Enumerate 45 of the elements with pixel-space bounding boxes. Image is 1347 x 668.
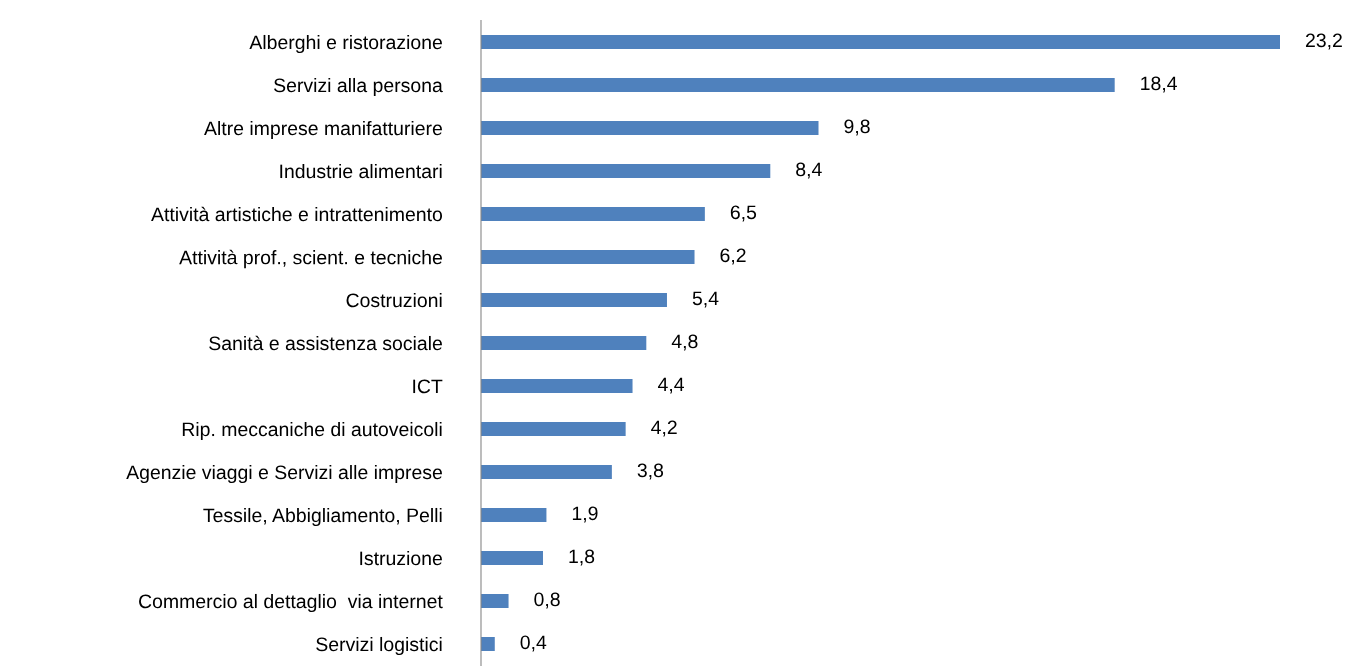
bar <box>481 507 547 523</box>
bar <box>481 34 1280 50</box>
y-tick-label: Istruzione <box>360 550 442 566</box>
data-label: 23,2 <box>1305 33 1342 50</box>
bar <box>481 292 667 308</box>
bar <box>481 249 695 265</box>
y-tick-label: Industrie alimentari <box>280 163 442 179</box>
bar <box>481 464 612 480</box>
bar <box>481 120 819 136</box>
bar <box>481 77 1115 93</box>
data-label: 9,8 <box>844 119 870 136</box>
data-label: 4,8 <box>671 334 698 351</box>
bar <box>481 206 705 222</box>
bar <box>481 163 771 179</box>
y-tick-label: Servizi logistici <box>316 636 442 656</box>
y-tick-label: Altre imprese manifatturiere <box>204 120 442 140</box>
data-label: 1,9 <box>572 506 598 523</box>
data-label: 0,8 <box>534 592 560 609</box>
data-label: 6,5 <box>730 205 757 222</box>
data-label: 8,4 <box>796 162 822 179</box>
y-tick-label: Servizi alla persona <box>274 77 443 97</box>
data-label: 6,2 <box>720 248 746 265</box>
y-tick-label: Attività artistiche e intrattenimento <box>151 206 443 222</box>
y-tick-label: Tessile, Abbigliamento, Pelli <box>203 507 442 527</box>
data-label: 3,8 <box>637 463 664 480</box>
bar <box>481 378 633 394</box>
data-label: 4,4 <box>657 377 684 394</box>
bar <box>481 636 495 652</box>
y-tick-label: Commercio al dettaglio via internet <box>139 593 443 613</box>
data-label: 1,8 <box>569 549 595 566</box>
bar <box>481 593 509 609</box>
y-tick-label: Alberghi e ristorazione <box>249 34 442 54</box>
data-label: 0,4 <box>520 635 547 652</box>
y-tick-label: Attività prof., scient. e tecniche <box>179 249 442 269</box>
y-tick-label: Agenzie viaggi e Servizi alle imprese <box>126 464 442 484</box>
y-tick-label: Rip. meccaniche di autoveicoli <box>182 421 442 441</box>
bar <box>481 550 543 566</box>
data-label: 18,4 <box>1141 76 1177 93</box>
data-label: 4,2 <box>651 420 677 437</box>
y-tick-label: Sanità e assistenza sociale <box>209 335 442 351</box>
bar <box>481 335 647 351</box>
data-label: 5,4 <box>692 291 719 308</box>
bar <box>481 421 626 437</box>
y-tick-label: Costruzioni <box>346 292 442 308</box>
y-tick-label: ICT <box>413 379 443 394</box>
